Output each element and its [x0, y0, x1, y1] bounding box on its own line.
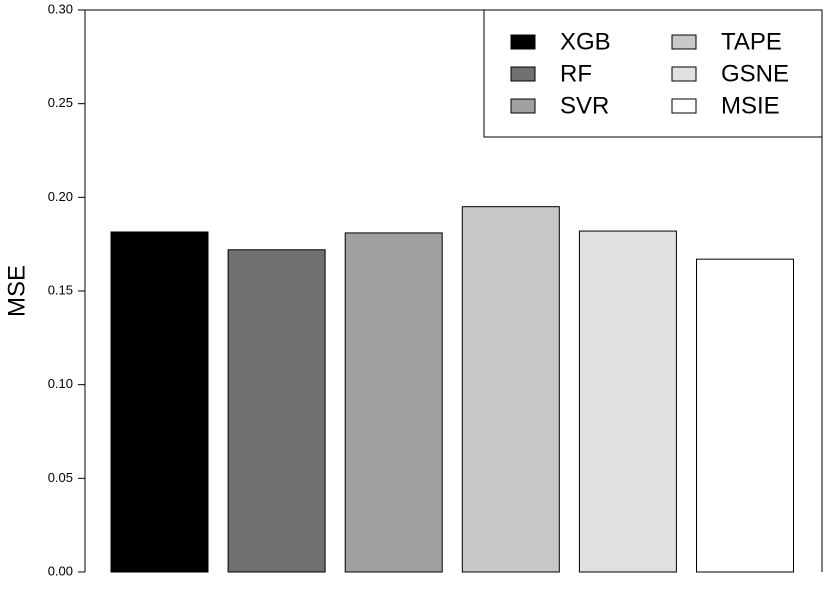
legend-swatch [671, 66, 697, 82]
legend-label: TAPE [721, 28, 782, 55]
legend-label: SVR [560, 92, 609, 119]
y-tick-label: 0.30 [48, 1, 73, 16]
legend-swatch [671, 34, 697, 50]
y-tick-label: 0.20 [48, 189, 73, 204]
bar [344, 232, 443, 573]
legend-label: XGB [560, 28, 611, 55]
y-tick-label: 0.05 [48, 470, 73, 485]
y-axis-label: MSE [3, 265, 30, 317]
bar [696, 258, 794, 573]
legend-swatch [510, 98, 536, 114]
legend-label: GSNE [721, 60, 789, 87]
y-tick-label: 0.00 [48, 563, 73, 578]
bar [227, 249, 326, 573]
legend-swatch [510, 66, 536, 82]
legend-swatch [510, 34, 536, 50]
bar [461, 206, 560, 573]
legend-label: MSIE [721, 92, 780, 119]
y-tick-label: 0.25 [48, 95, 73, 110]
bar [110, 231, 209, 573]
legend-label: RF [560, 60, 592, 87]
y-tick-label: 0.10 [48, 376, 73, 391]
legend-swatch [671, 98, 697, 114]
y-tick-label: 0.15 [48, 282, 73, 297]
bar [578, 230, 677, 573]
legend-box [483, 9, 823, 138]
